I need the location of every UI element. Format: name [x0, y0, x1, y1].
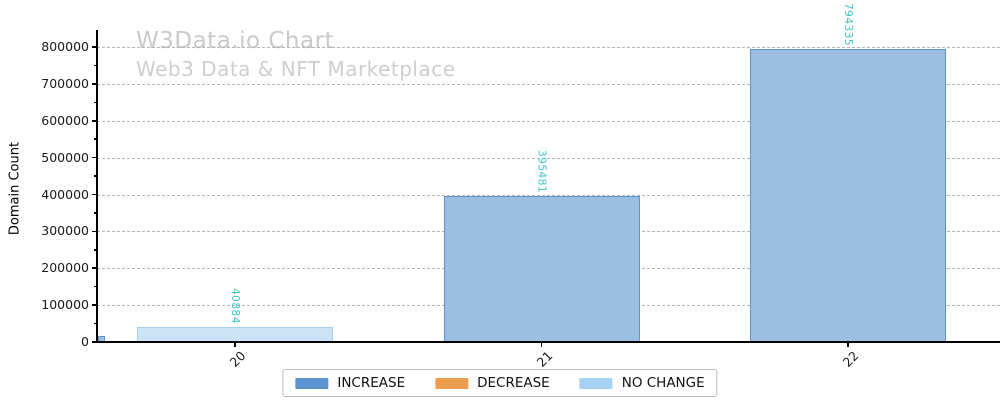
legend-swatch: [295, 377, 329, 389]
legend-label: NO CHANGE: [621, 375, 705, 391]
y-major-tick: [92, 156, 97, 159]
x-tick-label: 21: [533, 348, 556, 370]
y-gridline: [97, 120, 1000, 122]
x-tick: [234, 342, 236, 347]
y-major-tick: [92, 193, 97, 196]
y-tick-label: 500000: [41, 149, 89, 165]
x-tick: [847, 342, 849, 347]
legend-item: DECREASE: [435, 375, 550, 391]
y-minor-tick: [94, 212, 97, 214]
y-major-tick: [92, 83, 97, 85]
bar: [750, 49, 946, 342]
y-tick-label: 300000: [41, 223, 89, 239]
x-axis-spine: [96, 341, 1000, 344]
y-minor-tick: [94, 64, 97, 67]
y-major-tick: [92, 46, 97, 48]
bar-value-label: 395481: [535, 150, 548, 194]
y-axis-spine: [96, 30, 98, 343]
y-gridline: [97, 83, 1000, 85]
y-gridline: [97, 47, 1000, 48]
y-minor-tick: [94, 101, 97, 104]
legend-item: NO CHANGE: [579, 375, 705, 391]
y-gridline: [97, 194, 1000, 196]
chart-subtitle-watermark: Web3 Data & NFT Marketplace: [136, 57, 456, 81]
bar-value-label: 794335: [842, 3, 854, 47]
y-major-tick: [92, 304, 97, 306]
y-tick-label: 700000: [41, 75, 89, 91]
x-tick-label: 22: [839, 348, 862, 370]
y-major-tick: [92, 267, 97, 270]
bar-value-label: 40884: [229, 288, 241, 324]
y-minor-tick: [94, 175, 97, 177]
y-gridline: [97, 157, 1000, 159]
y-minor-tick: [94, 138, 97, 140]
x-tick-label: 20: [226, 348, 249, 370]
legend-label: INCREASE: [337, 375, 406, 391]
y-tick-label: 200000: [41, 260, 89, 276]
y-major-tick: [92, 119, 97, 122]
y-major-tick: [92, 341, 97, 343]
y-minor-tick: [94, 285, 97, 288]
y-minor-tick: [94, 322, 97, 325]
legend-swatch: [579, 377, 613, 389]
bar: [137, 326, 333, 342]
legend-item: INCREASE: [295, 375, 405, 391]
y-tick-label: 400000: [41, 186, 89, 202]
legend: INCREASE DECREASE NO CHANGE: [282, 369, 718, 397]
y-tick-label: 600000: [41, 112, 89, 128]
y-tick-label: 0: [81, 334, 89, 349]
y-tick-label: 800000: [41, 39, 89, 54]
x-tick: [540, 342, 543, 347]
y-tick-label: 100000: [41, 297, 89, 313]
chart-title-watermark: W3Data.io Chart: [136, 28, 335, 54]
legend-swatch: [435, 377, 469, 389]
bar: [443, 196, 640, 342]
legend-label: DECREASE: [477, 375, 550, 391]
y-major-tick: [92, 230, 97, 233]
y-minor-tick: [94, 249, 97, 251]
